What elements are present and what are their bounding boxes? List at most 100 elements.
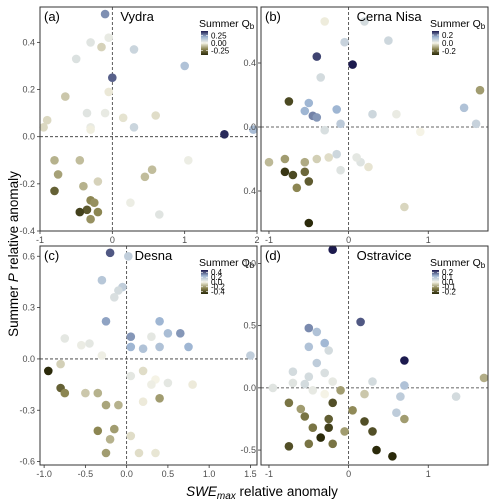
data-point (104, 87, 113, 97)
data-point (138, 397, 148, 407)
legend-title-sub: b (481, 22, 486, 31)
data-point (220, 130, 229, 139)
y-axis-label-italic: P (6, 273, 21, 282)
data-point (101, 400, 111, 410)
data-point (85, 339, 94, 348)
data-point (479, 373, 489, 383)
data-point (155, 317, 164, 326)
legend-label: -0.2 (442, 47, 456, 56)
data-point (364, 162, 373, 172)
y-axis-label-pre: Summer (6, 282, 21, 337)
data-point (163, 329, 173, 338)
data-point (39, 123, 48, 132)
legend-title: Summer Qb (199, 18, 255, 31)
panel-4: -1 0 1-0.50.00.51.0(d) Ostravice Summer Qb0.… (240, 245, 489, 479)
data-point (312, 154, 322, 164)
x-axis-label-italic: SWE (186, 484, 218, 499)
x-tick-label: 1 (426, 235, 431, 245)
data-point (86, 125, 95, 134)
data-point (60, 334, 70, 343)
data-point (126, 371, 136, 381)
x-tick-label: 0.0 (120, 469, 133, 479)
data-point (147, 332, 156, 342)
panel-title: Desna (135, 248, 173, 263)
x-tick-label: 1 (426, 469, 431, 479)
data-point (86, 214, 95, 224)
data-point (328, 377, 338, 386)
data-point (292, 183, 302, 193)
data-point (388, 452, 397, 461)
legend-colorbar (201, 270, 208, 294)
data-point (368, 109, 377, 119)
legend-title: Summer Qb (430, 18, 486, 31)
y-tick-label: -0.2 (19, 179, 35, 189)
data-point (110, 293, 119, 302)
data-point (56, 359, 65, 369)
x-tick-label: 1.0 (203, 469, 216, 479)
x-tick-label: -0.5 (78, 469, 94, 479)
y-tick-label: 0.0 (22, 132, 35, 142)
data-point (147, 165, 157, 174)
data-point (336, 386, 345, 395)
panel-label: (b) (265, 9, 281, 24)
legend-colorbar (432, 270, 439, 294)
data-point (396, 392, 405, 401)
data-point (82, 205, 92, 215)
y-tick-label: -0.5 (240, 445, 256, 455)
panels: -1 0 1 2-0.4-0.20.00.20.4(a) Vydra Summer Qb0… (19, 6, 489, 479)
legend-label: 0.00 (211, 39, 227, 48)
panel-title: Ostravice (357, 248, 412, 263)
data-point (176, 329, 185, 338)
data-point (104, 33, 113, 42)
y-tick-label: 0.3 (22, 303, 35, 313)
legend-colorbar (432, 31, 439, 55)
data-point (264, 157, 274, 167)
data-point (316, 433, 326, 442)
data-point (304, 98, 314, 108)
y-axis-label: Summer P relative anomaly (6, 171, 21, 337)
data-point (348, 60, 357, 69)
legend-label: 0.25 (211, 31, 227, 40)
data-point (459, 103, 469, 113)
data-point (75, 207, 85, 217)
data-point (114, 286, 123, 295)
legend-label: 0.1 (442, 273, 454, 282)
legend-label: -0.25 (211, 46, 230, 55)
data-point (134, 448, 144, 458)
data-point (356, 317, 365, 327)
data-point (312, 52, 322, 61)
data-point (300, 379, 310, 389)
data-point (300, 167, 310, 177)
data-point (100, 9, 110, 19)
y-tick-label: 0.4 (243, 186, 256, 196)
legend-colorbar (201, 31, 208, 55)
y-tick-label: 0.0 (22, 354, 35, 364)
data-point (101, 317, 111, 326)
data-point (155, 394, 164, 403)
data-point (140, 172, 150, 182)
legend-title-sub: b (481, 261, 486, 270)
data-point (324, 346, 334, 355)
data-point (93, 388, 103, 398)
data-point (400, 414, 409, 424)
data-point (246, 351, 255, 360)
data-point (126, 332, 136, 342)
data-point (304, 218, 314, 228)
data-point (124, 251, 133, 261)
data-point (352, 153, 361, 162)
data-point (296, 404, 306, 414)
data-point (288, 170, 298, 180)
data-point (184, 342, 193, 352)
data-point (360, 389, 369, 399)
data-point (97, 275, 107, 285)
data-point (360, 417, 369, 426)
data-point (400, 381, 409, 390)
legend-label: 0.2 (442, 31, 454, 40)
x-tick-label: 0 (346, 235, 351, 245)
panel-background (40, 246, 257, 465)
panel-title: Cerna Nisa (357, 9, 423, 24)
data-point (316, 73, 326, 82)
data-point (118, 113, 128, 123)
legend-label: 0.2 (211, 273, 223, 282)
